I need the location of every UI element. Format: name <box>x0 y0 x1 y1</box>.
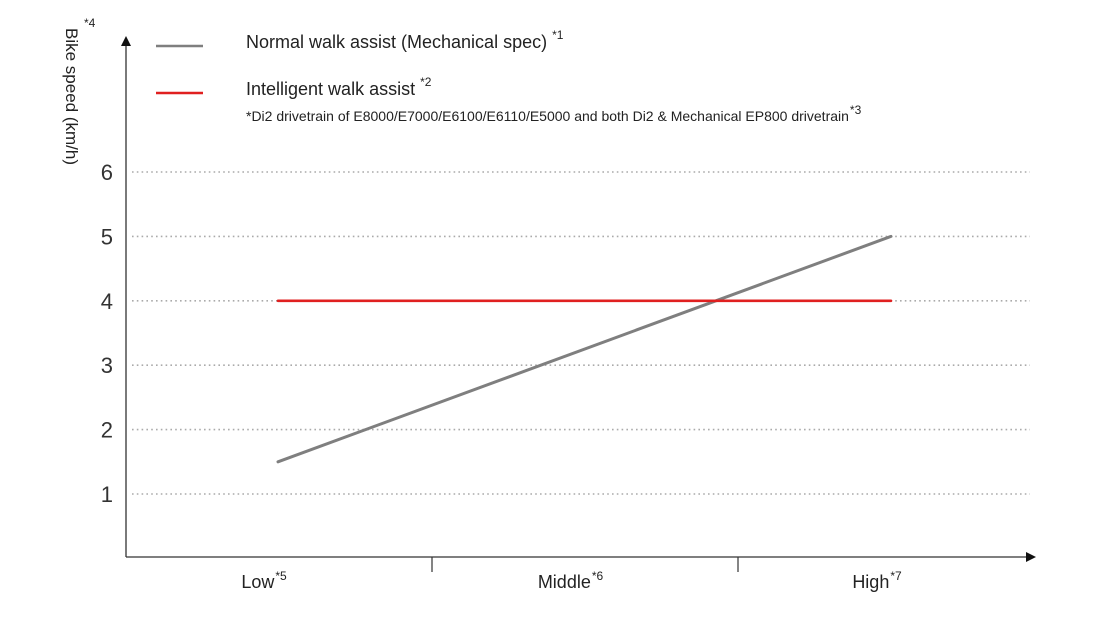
x-axis-arrow <box>1026 552 1036 562</box>
y-axis-label: Bike speed (km/h) <box>62 28 81 165</box>
legend: Normal walk assist (Mechanical spec) *1 I… <box>156 28 862 124</box>
series-line-normal <box>276 234 893 464</box>
grid-lines <box>132 171 1030 495</box>
y-tick-label: 6 <box>101 160 113 185</box>
y-tick-label: 2 <box>101 418 113 443</box>
y-tick-label: 3 <box>101 353 113 378</box>
x-tick-label: High*7 <box>852 569 902 592</box>
legend-note-intelligent: *2 <box>420 75 432 89</box>
legend-footnote: *Di2 drivetrain of E8000/E7000/E6100/E61… <box>246 103 862 124</box>
axes <box>121 36 1036 572</box>
legend-label-normal: Normal walk assist (Mechanical spec) *1 <box>246 28 564 52</box>
x-ticks: Low*5 Middle*6 High*7 <box>241 569 902 592</box>
series-lines <box>276 234 893 464</box>
x-tick-label: Low*5 <box>241 569 287 592</box>
legend-footnote-note: *3 <box>850 103 862 117</box>
legend-note-normal: *1 <box>552 28 564 42</box>
y-axis-arrow <box>121 36 131 46</box>
y-tick-label: 5 <box>101 224 113 249</box>
y-ticks: 1 2 3 4 5 6 <box>101 160 113 507</box>
y-axis-label-note: *4 <box>84 16 96 30</box>
y-tick-label: 4 <box>101 289 113 314</box>
legend-label-intelligent: Intelligent walk assist *2 <box>246 75 432 99</box>
y-tick-label: 1 <box>101 482 113 507</box>
x-tick-label: Middle*6 <box>538 569 604 592</box>
